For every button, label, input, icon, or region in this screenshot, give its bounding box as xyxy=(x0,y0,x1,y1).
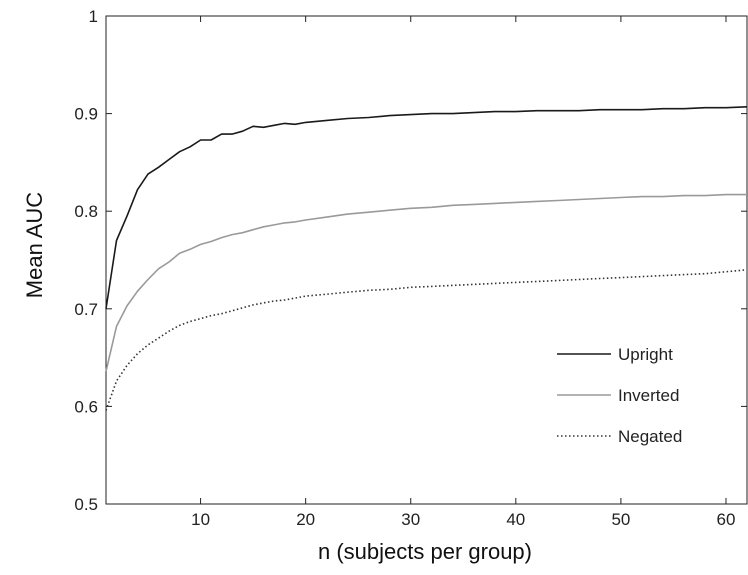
legend-label-upright: Upright xyxy=(618,345,673,364)
legend-label-negated: Negated xyxy=(618,427,682,446)
series-line-inverted xyxy=(105,193,747,372)
x-axis: 10 20 30 40 50 60 xyxy=(191,16,735,529)
x-tick-label: 10 xyxy=(191,510,210,529)
legend-label-inverted: Inverted xyxy=(618,386,679,405)
x-axis-title: n (subjects per group) xyxy=(318,539,532,564)
plot-area xyxy=(105,15,748,505)
x-tick-label: 50 xyxy=(611,510,630,529)
y-tick-label: 1 xyxy=(89,7,98,26)
y-axis: 0.5 0.6 0.7 0.8 0.9 1 xyxy=(74,7,747,514)
x-tick-label: 20 xyxy=(296,510,315,529)
legend: Upright Inverted Negated xyxy=(557,345,682,446)
y-axis-title: Mean AUC xyxy=(22,192,47,298)
y-tick-label: 0.7 xyxy=(74,300,98,319)
y-tick-label: 0.9 xyxy=(74,105,98,124)
y-tick-label: 0.8 xyxy=(74,202,98,221)
series-layer xyxy=(105,106,748,411)
series-line-negated xyxy=(105,269,748,411)
x-tick-label: 40 xyxy=(506,510,525,529)
plot-border xyxy=(105,15,748,505)
y-tick-label: 0.6 xyxy=(74,397,98,416)
x-tick-label: 30 xyxy=(401,510,420,529)
y-tick-label: 0.5 xyxy=(74,495,98,514)
x-tick-label: 60 xyxy=(717,510,736,529)
series-line-upright xyxy=(105,106,748,309)
